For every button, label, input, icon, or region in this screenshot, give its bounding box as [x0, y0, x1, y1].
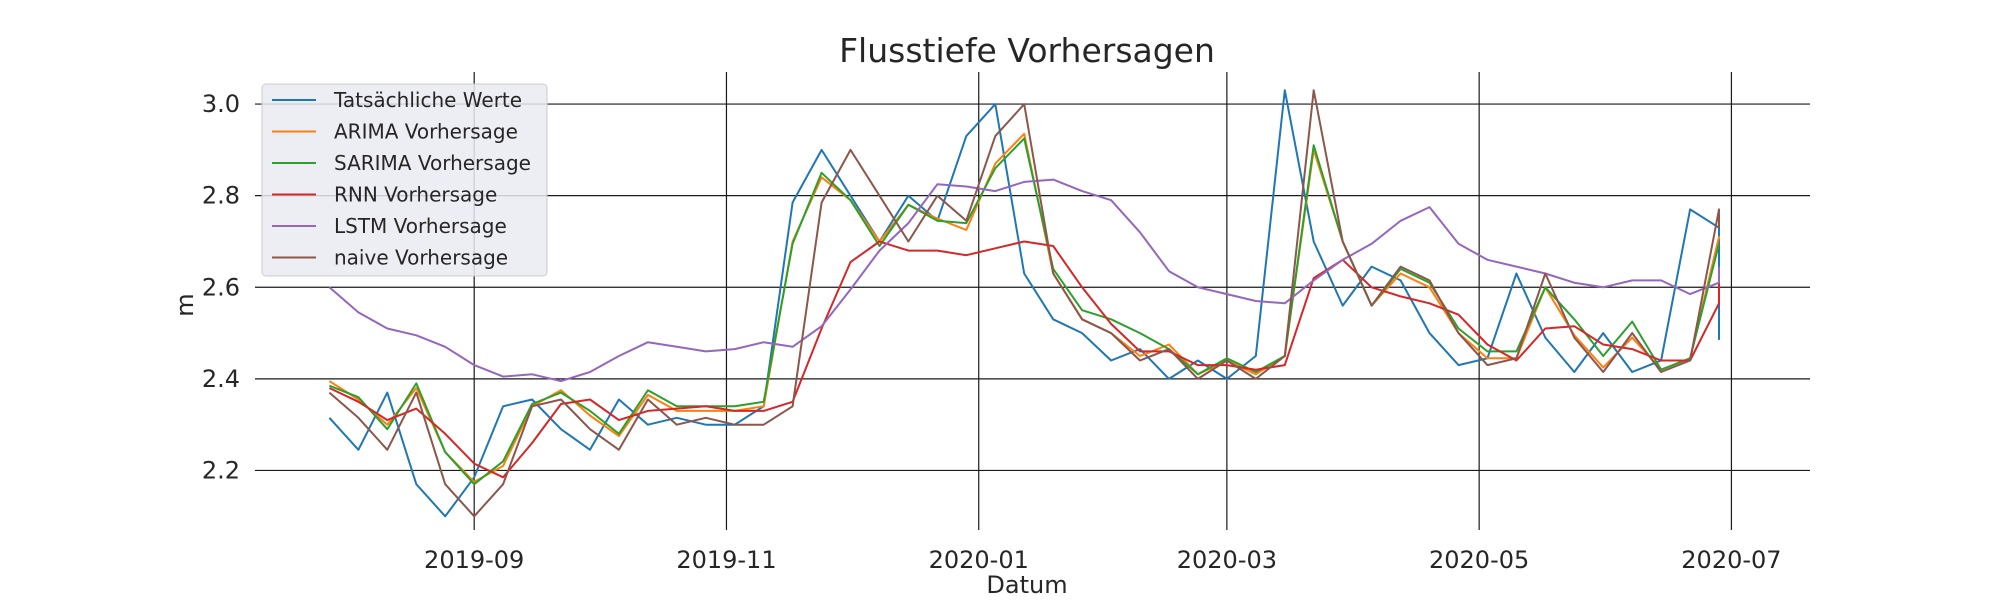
legend-box	[261, 83, 548, 277]
y-tick-label: 2.2	[202, 456, 240, 484]
y-axis-label: m	[171, 293, 199, 316]
legend-entry: SARIMA Vorhersage	[334, 151, 531, 175]
x-tick-label: 2020-05	[1429, 546, 1529, 574]
series-line-4	[328, 178, 1720, 383]
chart-title: Flusstiefe Vorhersagen	[839, 31, 1215, 70]
legend: Tatsächliche Werte ARIMA Vorhersage SARIMA…	[261, 83, 548, 277]
series-line-5	[328, 89, 1720, 518]
series-line-2	[329, 137, 1720, 486]
x-tick-label: 2020-03	[1177, 546, 1277, 574]
y-tick-label: 2.8	[202, 182, 240, 210]
series-layer	[328, 89, 1720, 518]
legend-entry: LSTM Vorhersage	[334, 214, 507, 238]
legend-entry: ARIMA Vorhersage	[334, 120, 518, 144]
legend-entry: Tatsächliche Werte	[333, 88, 522, 112]
x-tick-label: 2019-11	[676, 546, 776, 574]
y-tick-label: 2.4	[202, 365, 240, 393]
x-tick-label: 2020-07	[1681, 546, 1781, 574]
x-axis-label: Datum	[986, 571, 1067, 599]
y-tick-label: 3.0	[202, 90, 240, 118]
x-tick-label: 2019-09	[424, 546, 524, 574]
x-tick-labels: 2019-09 2019-11 2020-01 2020-03 2020-05 2020-…	[424, 546, 1782, 574]
y-tick-label: 2.6	[202, 273, 240, 301]
series-line-0	[328, 89, 1720, 518]
legend-entry: naive Vorhersage	[334, 246, 508, 270]
y-tick-labels: 2.2 2.4 2.6 2.8 3.0	[202, 90, 240, 484]
legend-entry: RNN Vorhersage	[334, 183, 497, 207]
x-tick-label: 2020-01	[929, 546, 1029, 574]
